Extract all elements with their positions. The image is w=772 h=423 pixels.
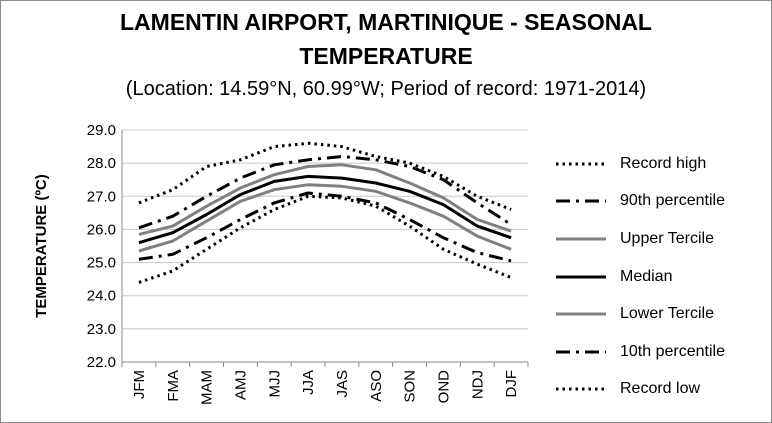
legend-swatch bbox=[556, 162, 606, 166]
chart-title-line2: TEMPERATURE bbox=[299, 43, 473, 69]
y-axis-title: TEMPERATURE (ºC) bbox=[33, 174, 50, 318]
legend-swatch bbox=[556, 350, 606, 354]
legend-item: Upper Tercile bbox=[556, 220, 766, 258]
x-tick-label: JAS bbox=[334, 370, 351, 398]
legend-item: Lower Tercile bbox=[556, 295, 766, 333]
legend-label: Lower Tercile bbox=[620, 305, 714, 323]
series-line-lower-tercile bbox=[138, 183, 512, 253]
legend-label: Record low bbox=[620, 380, 701, 398]
y-tick-label: 24.0 bbox=[87, 288, 116, 305]
legend-item: Median bbox=[556, 258, 766, 296]
legend-swatch bbox=[556, 312, 606, 316]
y-tick-label: 25.0 bbox=[87, 255, 116, 272]
series-line-upper-tercile bbox=[138, 163, 512, 236]
chart-legend: Record high 90th percentile Upper Tercile M… bbox=[556, 145, 766, 408]
y-tick-label: 22.0 bbox=[87, 354, 116, 371]
x-tick-label: JFM bbox=[131, 370, 148, 399]
legend-label: 90th percentile bbox=[620, 192, 725, 210]
legend-label: Record high bbox=[620, 154, 707, 172]
legend-item: 90th percentile bbox=[556, 183, 766, 221]
legend-swatch bbox=[556, 199, 606, 203]
series-line-median bbox=[138, 174, 512, 245]
series-line-record-low bbox=[138, 194, 512, 284]
legend-swatch bbox=[556, 237, 606, 241]
x-tick-label: MJJ bbox=[266, 370, 283, 398]
x-tick-label: ASO bbox=[368, 370, 385, 402]
x-tick-label: OND bbox=[435, 370, 452, 404]
legend-label: Upper Tercile bbox=[620, 229, 714, 247]
chart-title-line1: LAMENTIN AIRPORT, MARTINIQUE - SEASONAL bbox=[120, 9, 652, 35]
x-tick-label: MAM bbox=[199, 370, 216, 405]
y-tick-label: 27.0 bbox=[87, 188, 116, 205]
legend-label: 10th percentile bbox=[620, 342, 725, 360]
x-tick-label: JJA bbox=[300, 370, 317, 395]
legend-item: Record low bbox=[556, 371, 766, 409]
x-tick-label: AMJ bbox=[232, 370, 249, 400]
series-line-10th-percentile bbox=[138, 191, 512, 263]
legend-item: Record high bbox=[556, 145, 766, 183]
legend-label: Median bbox=[620, 267, 673, 285]
legend-swatch bbox=[556, 275, 606, 279]
chart-subtitle: (Location: 14.59°N, 60.99°W; Period of r… bbox=[125, 78, 647, 100]
legend-swatch bbox=[556, 387, 606, 391]
y-tick-label: 29.0 bbox=[87, 122, 116, 139]
y-tick-label: 23.0 bbox=[87, 321, 116, 338]
y-tick-label: 26.0 bbox=[87, 221, 116, 238]
x-tick-label: NDJ bbox=[469, 370, 486, 399]
x-tick-label: SON bbox=[402, 370, 419, 403]
y-tick-label: 28.0 bbox=[87, 155, 116, 172]
series-line-90th-percentile bbox=[138, 155, 512, 230]
x-tick-label: FMA bbox=[165, 370, 182, 402]
legend-item: 10th percentile bbox=[556, 333, 766, 371]
x-tick-label: DJF bbox=[503, 370, 520, 398]
